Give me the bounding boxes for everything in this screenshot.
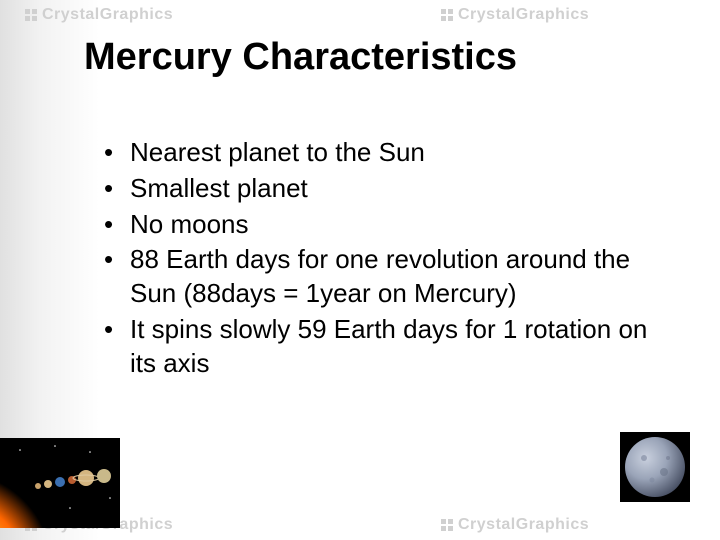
watermark-bottom-right: CrystalGraphics: [440, 516, 589, 534]
watermark-top-left: CrystalGraphics: [24, 6, 173, 24]
watermark-text: CrystalGraphics: [42, 6, 173, 24]
mercury-planet-icon: [620, 432, 690, 502]
bullet-item: Smallest planet: [104, 172, 660, 206]
bullet-list: Nearest planet to the Sun Smallest plane…: [104, 136, 660, 383]
solar-system-icon: [0, 438, 120, 528]
bullet-item: Nearest planet to the Sun: [104, 136, 660, 170]
bullet-item: No moons: [104, 208, 660, 242]
bullet-item: It spins slowly 59 Earth days for 1 rota…: [104, 313, 660, 381]
watermark-text: CrystalGraphics: [458, 516, 589, 534]
slide-title: Mercury Characteristics: [84, 36, 517, 79]
watermark-text: CrystalGraphics: [458, 6, 589, 24]
slide: CrystalGraphics CrystalGraphics CrystalG…: [0, 0, 720, 540]
watermark-icon: [24, 8, 38, 22]
watermark-icon: [440, 518, 454, 532]
watermark-top-right: CrystalGraphics: [440, 6, 589, 24]
bullet-item: 88 Earth days for one revolution around …: [104, 243, 660, 311]
watermark-icon: [440, 8, 454, 22]
